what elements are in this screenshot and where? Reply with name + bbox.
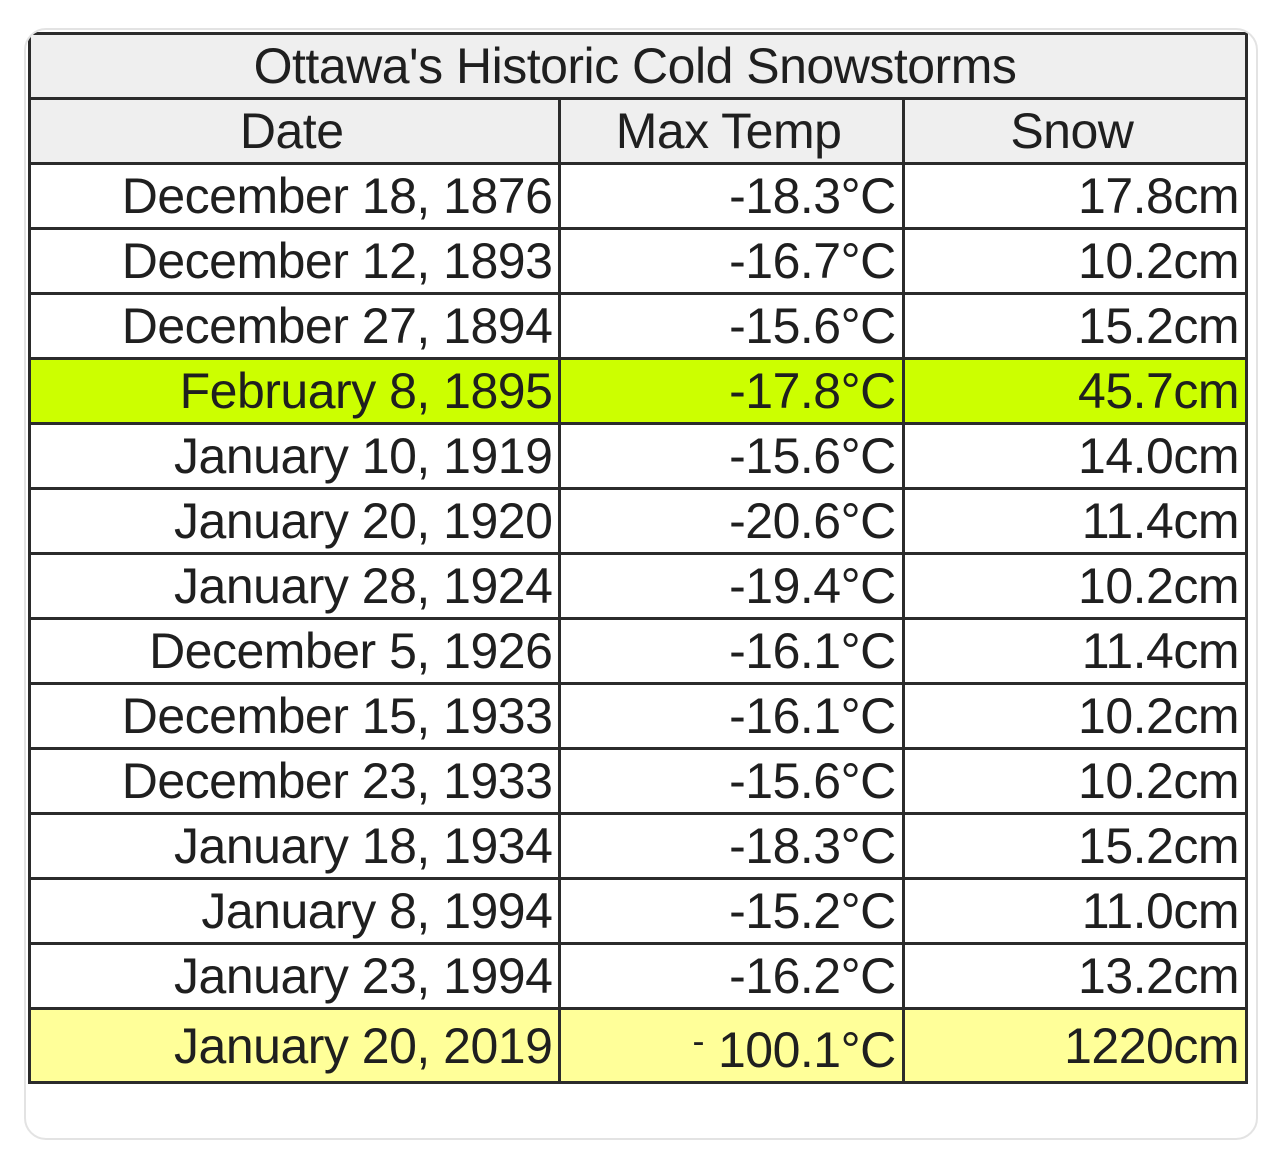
max-temp-cell: -16.7°C <box>558 227 905 295</box>
header-snow: Snow <box>901 97 1249 165</box>
table-row: January 20, 1920 -20.6°C 11.4cm <box>27 487 1249 555</box>
date-cell: December 15, 1933 <box>27 682 562 750</box>
max-temp-cell: -15.2°C <box>558 877 905 945</box>
table-row: January 23, 1994 -16.2°C 13.2cm <box>27 942 1249 1010</box>
max-temp-cell: -17.8°C <box>558 357 905 425</box>
snow-cell: 10.2cm <box>901 227 1249 295</box>
snow-cell: 45.7cm <box>901 357 1249 425</box>
snow-cell: 17.8cm <box>901 162 1249 230</box>
max-temp-cell: -18.3°C <box>558 162 905 230</box>
snow-cell: 11.0cm <box>901 877 1249 945</box>
max-temp-cell: -15.6°C <box>558 747 905 815</box>
table-row: December 12, 1893 -16.7°C 10.2cm <box>27 227 1249 295</box>
header-max-temp: Max Temp <box>558 97 905 165</box>
max-temp-cell: -16.1°C <box>558 617 905 685</box>
max-temp-value: 100.1°C <box>717 1022 896 1078</box>
table-row: December 23, 1933 -15.6°C 10.2cm <box>27 747 1249 815</box>
snow-cell: 11.4cm <box>901 487 1249 555</box>
snow-cell: 10.2cm <box>901 747 1249 815</box>
title-row: Ottawa's Historic Cold Snowstorms <box>28 32 1248 100</box>
date-cell: December 23, 1933 <box>27 747 562 815</box>
snow-cell: 13.2cm <box>901 942 1249 1010</box>
date-cell: January 18, 1934 <box>27 812 562 880</box>
date-cell: January 20, 2019 <box>27 1007 562 1084</box>
table-row: January 18, 1934 -18.3°C 15.2cm <box>27 812 1249 880</box>
snow-cell: 10.2cm <box>901 552 1249 620</box>
max-temp-cell: -15.6°C <box>558 422 905 490</box>
image-card: Ottawa's Historic Cold Snowstorms Date M… <box>24 28 1258 1140</box>
minus-sign: - <box>692 1020 704 1061</box>
max-temp-cell: -18.3°C <box>558 812 905 880</box>
snow-cell: 14.0cm <box>901 422 1249 490</box>
date-cell: January 28, 1924 <box>27 552 562 620</box>
max-temp-cell: -16.1°C <box>558 682 905 750</box>
highlighted-row: January 20, 2019 -100.1°C 1220cm <box>27 1007 1249 1084</box>
date-cell: February 8, 1895 <box>27 357 562 425</box>
header-date: Date <box>27 97 562 165</box>
header-row: Date Max Temp Snow <box>27 97 1249 165</box>
highlighted-row: February 8, 1895 -17.8°C 45.7cm <box>27 357 1249 425</box>
table-row: January 10, 1919 -15.6°C 14.0cm <box>27 422 1249 490</box>
snow-cell: 10.2cm <box>901 682 1249 750</box>
snowstorm-table: Ottawa's Historic Cold Snowstorms Date M… <box>27 32 1249 1084</box>
date-cell: January 23, 1994 <box>27 942 562 1010</box>
date-cell: December 27, 1894 <box>27 292 562 360</box>
date-cell: January 20, 1920 <box>27 487 562 555</box>
table-row: December 15, 1933 -16.1°C 10.2cm <box>27 682 1249 750</box>
date-cell: December 18, 1876 <box>27 162 562 230</box>
snow-cell: 15.2cm <box>901 812 1249 880</box>
table-title: Ottawa's Historic Cold Snowstorms <box>28 32 1248 100</box>
snow-cell: 1220cm <box>901 1007 1249 1084</box>
max-temp-cell: -15.6°C <box>558 292 905 360</box>
date-cell: January 8, 1994 <box>27 877 562 945</box>
table-row: December 27, 1894 -15.6°C 15.2cm <box>27 292 1249 360</box>
table-row: December 5, 1926 -16.1°C 11.4cm <box>27 617 1249 685</box>
date-cell: January 10, 1919 <box>27 422 562 490</box>
max-temp-cell: -16.2°C <box>558 942 905 1010</box>
max-temp-cell: -20.6°C <box>558 487 905 555</box>
max-temp-cell: -100.1°C <box>558 1007 905 1084</box>
snow-cell: 15.2cm <box>901 292 1249 360</box>
snow-cell: 11.4cm <box>901 617 1249 685</box>
date-cell: December 5, 1926 <box>27 617 562 685</box>
date-cell: December 12, 1893 <box>27 227 562 295</box>
max-temp-cell: -19.4°C <box>558 552 905 620</box>
table-row: January 28, 1924 -19.4°C 10.2cm <box>27 552 1249 620</box>
table-row: December 18, 1876 -18.3°C 17.8cm <box>27 162 1249 230</box>
table-row: January 8, 1994 -15.2°C 11.0cm <box>27 877 1249 945</box>
